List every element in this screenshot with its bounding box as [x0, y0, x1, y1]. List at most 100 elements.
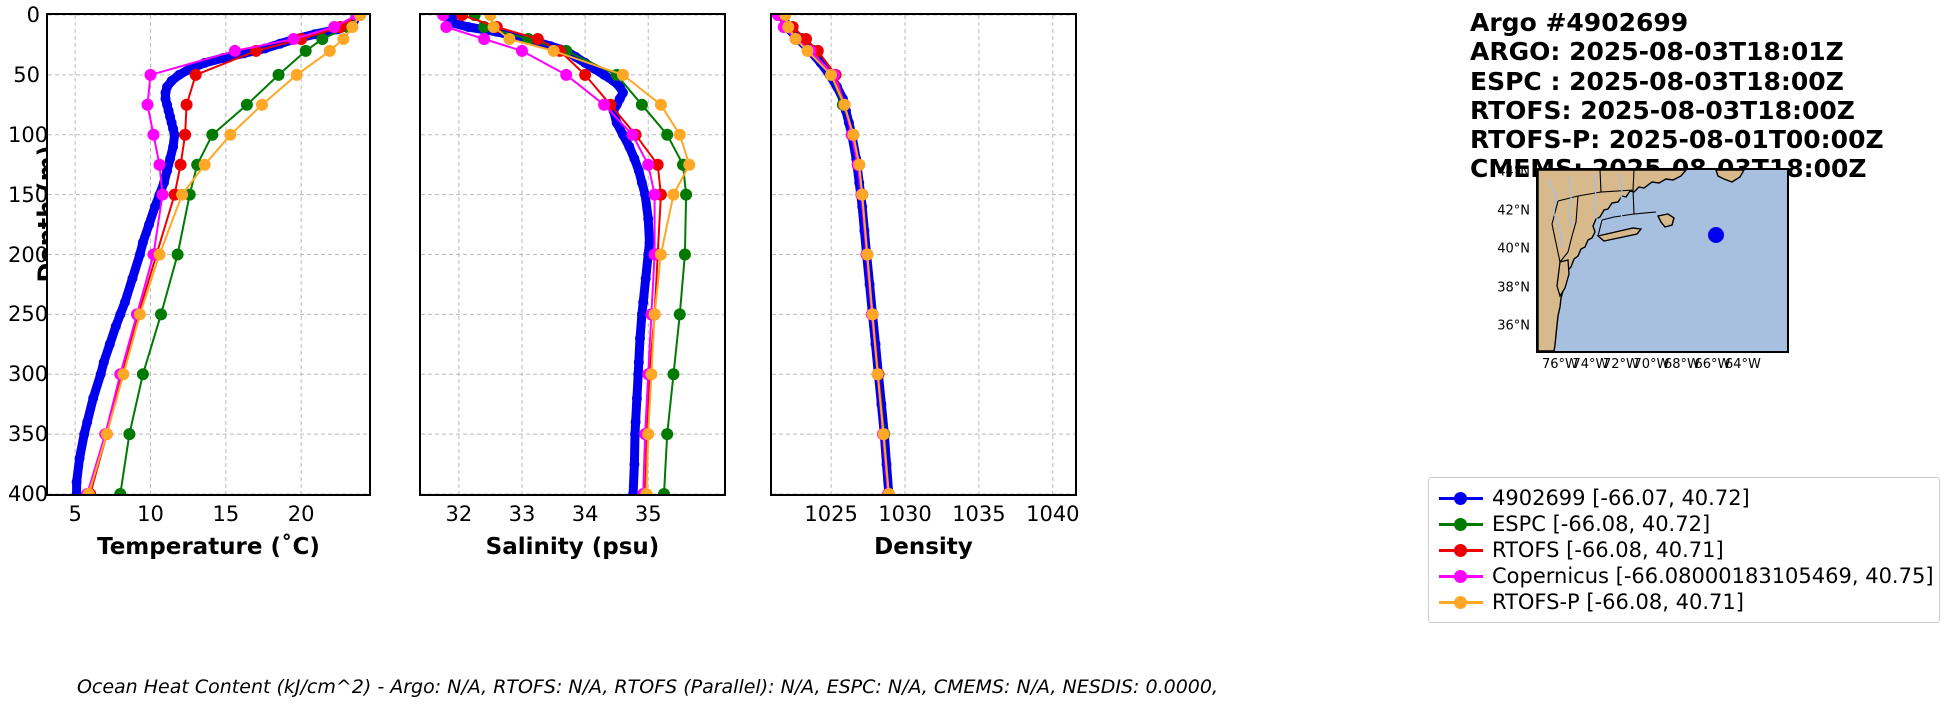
data-point	[642, 158, 655, 171]
data-point	[141, 98, 154, 111]
gridlines	[421, 15, 724, 494]
data-point	[123, 428, 136, 441]
nova-scotia	[1715, 170, 1745, 183]
data-point	[629, 459, 640, 470]
data-point	[74, 453, 85, 464]
gridlines	[48, 15, 369, 494]
data-point	[503, 33, 516, 45]
data-point	[633, 165, 644, 176]
data-point	[642, 428, 655, 441]
legend-label: RTOFS [-66.08, 40.71]	[1492, 538, 1724, 562]
salinity-panel	[419, 13, 726, 496]
data-point	[866, 308, 879, 321]
data-point	[440, 21, 453, 33]
legend-swatch-icon	[1439, 592, 1483, 612]
data-point	[174, 69, 185, 80]
data-point	[648, 188, 661, 201]
plot-area-1	[421, 15, 724, 494]
data-point	[516, 44, 528, 57]
map-inset	[1536, 168, 1789, 353]
data-point	[683, 158, 696, 171]
data-point	[133, 308, 146, 321]
map-lon-tick-5: 66°W	[1694, 357, 1731, 372]
map-lat-tick-2: 40°N	[1497, 241, 1530, 257]
metadata-line-0: Argo #4902699	[1470, 8, 1689, 37]
legend-item-0[interactable]: 4902699 [-66.07, 40.72]	[1429, 485, 1939, 511]
data-point	[624, 141, 635, 152]
data-point	[667, 188, 680, 201]
data-point	[478, 33, 491, 45]
data-point	[198, 158, 211, 171]
data-point	[658, 488, 670, 494]
data-point	[206, 128, 219, 141]
data-point	[98, 357, 109, 368]
depth-tick-400: 400	[8, 482, 49, 506]
depth-tick-100: 100	[8, 122, 49, 147]
data-point	[153, 248, 166, 261]
legend-item-1[interactable]: ESPC [-66.08, 40.72]	[1429, 511, 1939, 537]
data-point	[640, 189, 651, 200]
data-point	[838, 98, 851, 111]
data-point	[631, 393, 642, 404]
series-legend: 4902699 [-66.07, 40.72] ESPC [-66.08, 40.…	[1428, 477, 1940, 623]
data-point	[104, 339, 115, 350]
data-point	[169, 129, 180, 140]
series-line-copernicus	[86, 15, 358, 494]
depth-tick-0: 0	[26, 3, 40, 27]
data-point	[654, 98, 667, 111]
salinity-axis-title: Salinity (psu)	[485, 534, 660, 560]
data-point	[114, 488, 127, 494]
data-point	[95, 369, 106, 380]
x-tick-32: 32	[445, 502, 473, 526]
data-point	[598, 98, 611, 111]
legend-item-4[interactable]: RTOFS-P [-66.08, 40.71]	[1429, 589, 1939, 615]
data-point	[290, 68, 303, 81]
data-point	[134, 249, 145, 260]
depth-tick-150: 150	[8, 182, 49, 207]
x-tick-1025: 1025	[804, 502, 858, 526]
data-point	[560, 68, 573, 81]
data-point	[628, 489, 639, 494]
legend-label: Copernicus [-66.08000183105469, 40.75]	[1492, 564, 1934, 588]
data-point	[847, 128, 860, 141]
data-point	[162, 165, 173, 176]
legend-swatch-icon	[1439, 488, 1483, 508]
map-lon-tick-6: 64°W	[1725, 357, 1761, 372]
data-point	[171, 248, 184, 261]
state-borders	[1551, 170, 1657, 263]
data-point	[629, 153, 640, 164]
data-point	[626, 128, 639, 141]
data-point	[635, 98, 648, 111]
data-point	[174, 158, 187, 171]
data-point	[115, 309, 126, 320]
data-point	[71, 477, 82, 487]
data-point	[119, 297, 130, 308]
data-point	[645, 368, 658, 381]
data-point	[189, 68, 202, 81]
data-point	[110, 321, 121, 332]
x-tick-1035: 1035	[952, 502, 1006, 526]
legend-item-2[interactable]: RTOFS [-66.08, 40.71]	[1429, 537, 1939, 563]
data-point	[636, 309, 647, 320]
x-tick-20: 20	[287, 502, 315, 526]
data-point	[800, 33, 812, 45]
depth-tick-200: 200	[8, 242, 49, 267]
data-point	[224, 128, 237, 141]
legend-label: 4902699 [-66.07, 40.72]	[1492, 486, 1750, 510]
data-point	[640, 273, 651, 284]
data-point	[633, 369, 644, 380]
map-lat-tick-4: 36°N	[1497, 318, 1530, 334]
data-point	[71, 489, 82, 494]
legend-item-3[interactable]: Copernicus [-66.08000183105469, 40.75]	[1429, 563, 1939, 589]
data-point	[337, 33, 350, 45]
long-island	[1596, 227, 1643, 242]
data-point	[153, 158, 166, 171]
data-point	[299, 44, 312, 57]
x-tick-33: 33	[508, 502, 536, 526]
metadata-text-block: Argo #4902699 ARGO: 2025-08-03T18:01Z ESPC…	[1470, 8, 1884, 184]
legend-swatch-icon	[1439, 514, 1483, 534]
data-point	[137, 237, 148, 248]
series-line-rtofs-p	[489, 15, 691, 494]
data-point	[117, 368, 130, 381]
plot-area-2	[772, 15, 1075, 494]
